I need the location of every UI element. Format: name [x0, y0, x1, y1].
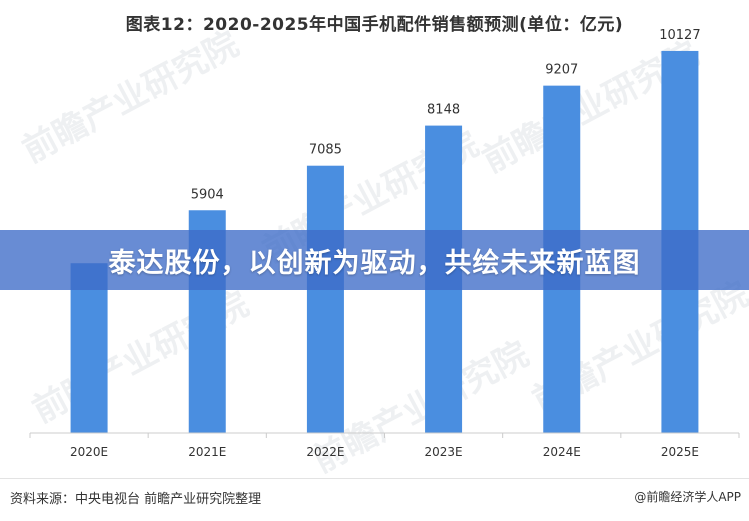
data-label: 5904	[191, 187, 224, 202]
bar-2022E	[306, 165, 344, 433]
x-tick-label: 2025E	[661, 445, 699, 459]
headline-banner: 泰达股份，以创新为驱动，共绘未来新蓝图	[0, 230, 749, 290]
data-label: 10127	[659, 28, 700, 43]
bar-2020E	[70, 263, 108, 433]
data-labels-layer: 5904 7085 8148 9207 10127	[191, 28, 701, 202]
data-label: 7085	[309, 143, 342, 158]
brand-credit: @前瞻经济学人APP	[634, 490, 741, 504]
data-label: 8148	[427, 103, 460, 118]
x-tick-label: 2021E	[188, 445, 226, 459]
x-tick-label: 2023E	[425, 445, 463, 459]
source-note: 资料来源：中央电视台 前瞻产业研究院整理	[10, 492, 262, 507]
data-label: 9207	[545, 63, 578, 78]
footer: 资料来源：中央电视台 前瞻产业研究院整理 @前瞻经济学人APP	[0, 478, 749, 521]
x-tick-label: 2020E	[70, 445, 108, 459]
x-ticks-layer: 2020E 2021E 2022E 2023E 2024E 2025E	[29, 433, 740, 459]
chart-title: 图表12：2020-2025年中国手机配件销售额预测(单位：亿元)	[125, 15, 624, 35]
x-tick-label: 2022E	[306, 445, 344, 459]
headline-text: 泰达股份，以创新为驱动，共绘未来新蓝图	[108, 247, 641, 279]
x-tick-label: 2024E	[543, 445, 581, 459]
